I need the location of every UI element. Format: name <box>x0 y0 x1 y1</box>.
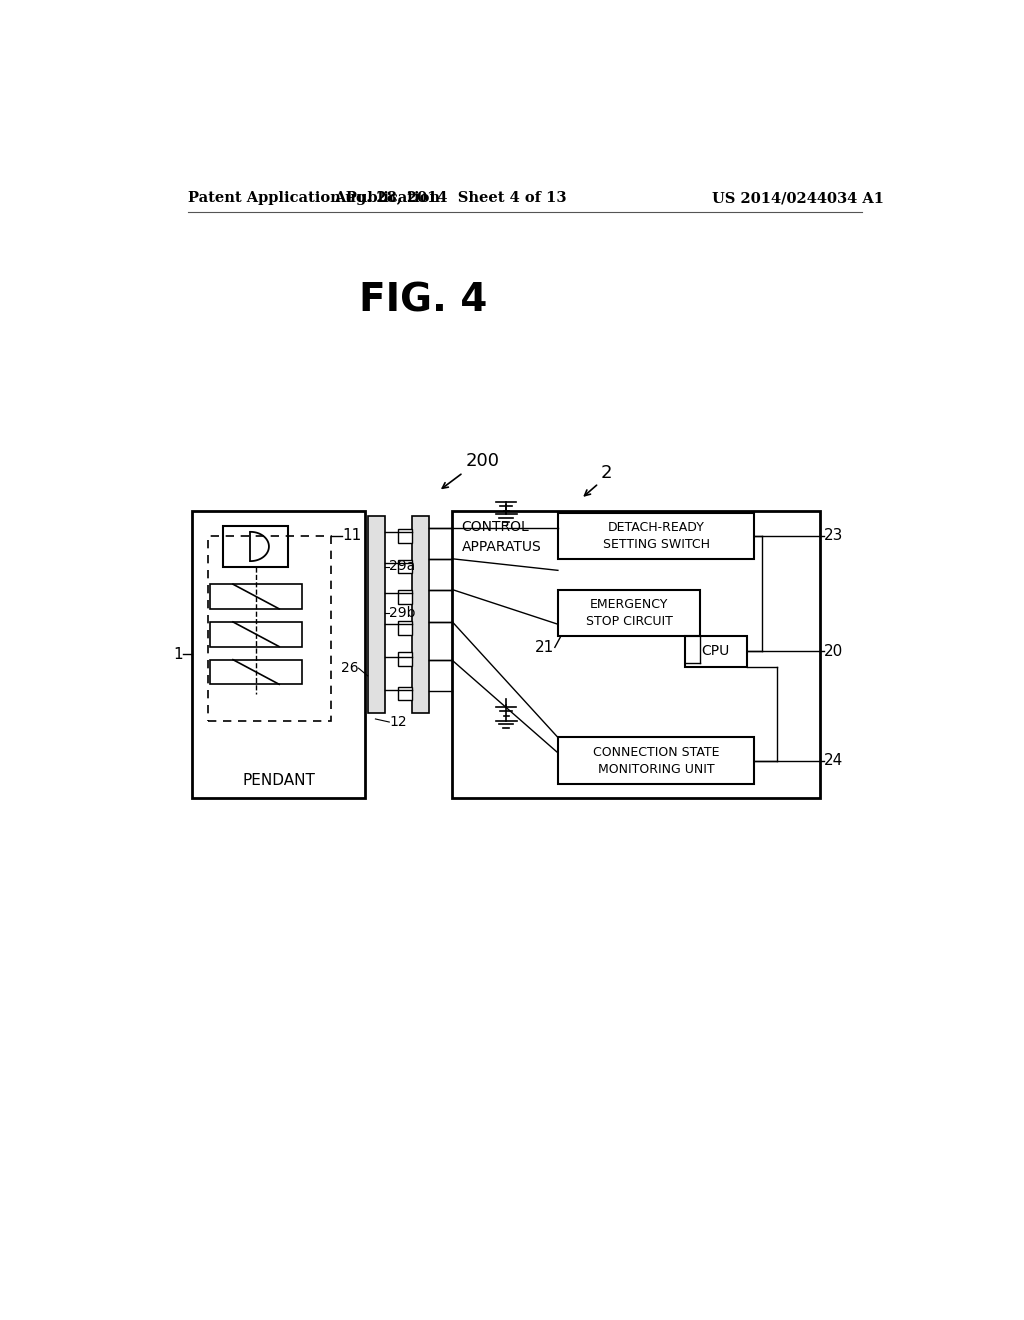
Bar <box>210 660 302 684</box>
Bar <box>397 529 412 543</box>
Bar <box>223 527 289 566</box>
Text: 20: 20 <box>823 644 843 659</box>
Text: 11: 11 <box>342 528 361 544</box>
Bar <box>558 590 700 636</box>
Text: 29b: 29b <box>389 606 416 619</box>
Bar <box>397 622 412 635</box>
Text: FIG. 4: FIG. 4 <box>359 282 487 319</box>
Text: 23: 23 <box>823 528 843 544</box>
Text: PENDANT: PENDANT <box>243 774 315 788</box>
Text: CONNECTION STATE
MONITORING UNIT: CONNECTION STATE MONITORING UNIT <box>593 746 719 776</box>
Bar <box>208 536 331 721</box>
Text: Aug. 28, 2014  Sheet 4 of 13: Aug. 28, 2014 Sheet 4 of 13 <box>334 191 566 206</box>
Text: 200: 200 <box>466 453 500 470</box>
Bar <box>412 516 429 713</box>
Text: US 2014/0244034 A1: US 2014/0244034 A1 <box>712 191 884 206</box>
Text: 29a: 29a <box>389 560 416 573</box>
Bar <box>193 511 366 797</box>
Bar <box>558 738 755 784</box>
Text: 24: 24 <box>823 752 843 768</box>
Text: CPU: CPU <box>701 644 730 659</box>
Text: 26: 26 <box>341 661 358 675</box>
Bar <box>397 686 412 701</box>
Text: EMERGENCY
STOP CIRCUIT: EMERGENCY STOP CIRCUIT <box>586 598 673 628</box>
Bar <box>558 512 755 558</box>
Bar <box>210 622 302 647</box>
Bar <box>685 636 746 667</box>
Text: DETACH-READY
SETTING SWITCH: DETACH-READY SETTING SWITCH <box>602 520 710 550</box>
Text: 2: 2 <box>600 463 611 482</box>
Text: Patent Application Publication: Patent Application Publication <box>188 191 440 206</box>
Text: CONTROL
APPARATUS: CONTROL APPARATUS <box>462 520 542 554</box>
Bar <box>210 585 302 609</box>
Text: 1: 1 <box>173 647 183 661</box>
Bar <box>453 511 819 797</box>
Bar <box>397 590 412 605</box>
Bar <box>397 560 412 573</box>
Text: 12: 12 <box>389 715 407 729</box>
Text: 21: 21 <box>535 640 554 655</box>
Bar <box>368 516 385 713</box>
Bar <box>397 652 412 665</box>
